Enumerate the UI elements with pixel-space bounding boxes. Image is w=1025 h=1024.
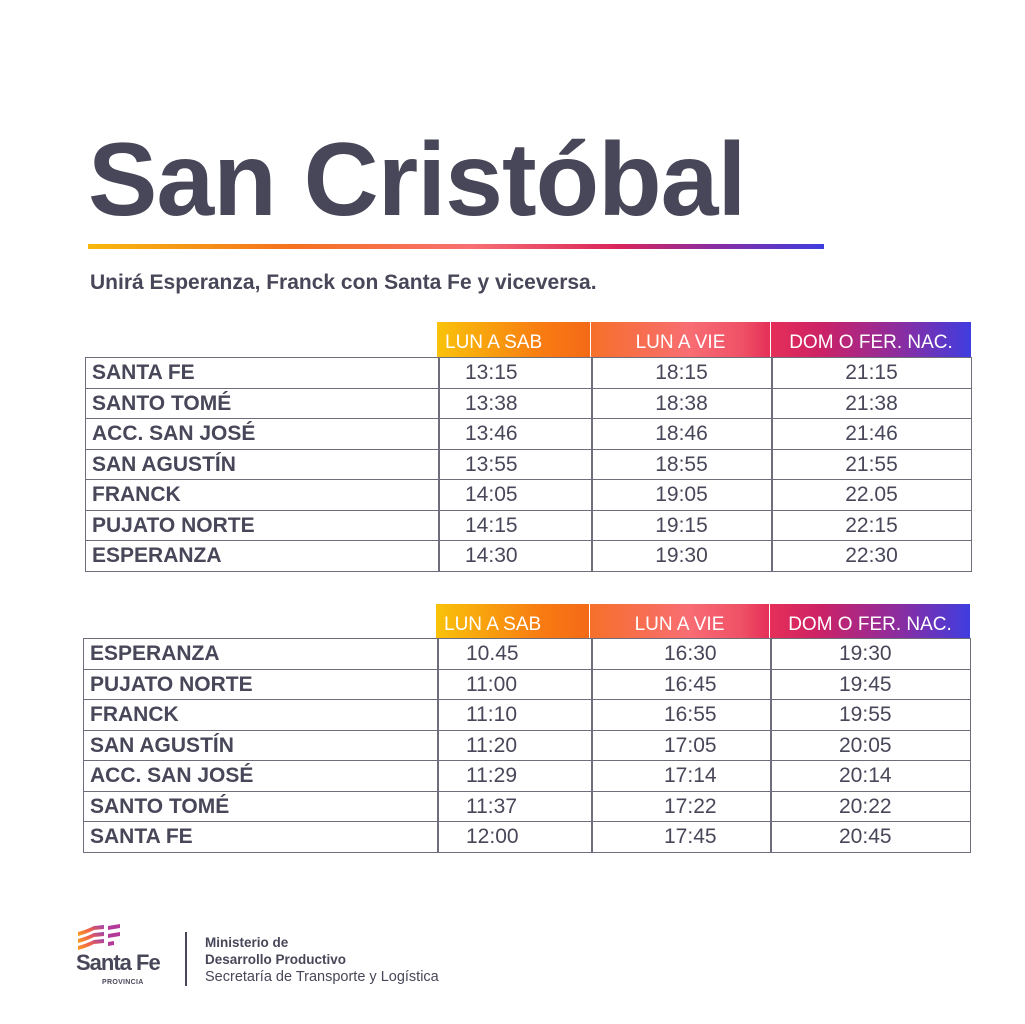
- table-row: SAN AGUSTÍN 13:55 18:55 21:55: [86, 448, 971, 479]
- departure-time: 19:45: [839, 672, 892, 696]
- header-lun-a-sab: LUN A SAB: [437, 322, 590, 357]
- departure-time: 17:22: [664, 794, 717, 818]
- departure-time: 19:55: [839, 703, 892, 726]
- stop-name: FRANCK: [92, 483, 181, 506]
- stop-name: SANTA FE: [92, 361, 195, 384]
- departure-time: 11:10: [466, 703, 517, 726]
- santa-fe-flag-icon: [78, 924, 120, 950]
- schedule-grid: ESPERANZA 10.45 16:30 19:30 PUJATO NORTE 11:0…: [83, 638, 971, 853]
- stop-name: ESPERANZA: [90, 642, 220, 665]
- departure-time: 17:45: [664, 825, 717, 848]
- table-row: FRANCK 11:10 16:55 19:55: [84, 699, 970, 729]
- header-lun-a-vie: LUN A VIE: [590, 604, 769, 639]
- departure-time: 18:38: [655, 391, 708, 415]
- departure-time: 13:38: [465, 391, 518, 415]
- departure-time: 11:20: [466, 733, 517, 757]
- stop-name: SAN AGUSTÍN: [92, 452, 236, 476]
- table-row: SANTO TOMÉ 11:37 17:22 20:22: [84, 790, 970, 821]
- column-divider: [771, 357, 773, 571]
- departure-time: 22:15: [845, 513, 898, 537]
- departure-time: 21:55: [845, 452, 898, 476]
- column-divider: [438, 357, 440, 571]
- stop-name: SANTO TOMÉ: [92, 391, 232, 415]
- header-lun-a-vie: LUN A VIE: [591, 322, 770, 357]
- departure-time: 19:30: [655, 544, 708, 567]
- departure-time: 20:05: [839, 733, 892, 757]
- departure-time: 20:14: [839, 764, 892, 787]
- stop-name: FRANCK: [90, 703, 179, 726]
- table-row: ESPERANZA 10.45 16:30 19:30: [84, 638, 970, 668]
- departure-time: 17:05: [664, 733, 717, 757]
- departure-time: 11:37: [466, 794, 517, 818]
- departure-time: 13:46: [465, 422, 518, 445]
- schedule-grid: SANTA FE 13:15 18:15 21:15 SANTO TOMÉ 13:38 18…: [85, 357, 972, 572]
- table-row: ACC. SAN JOSÉ 13:46 18:46 21:46: [86, 418, 971, 448]
- departure-time: 19:30: [839, 642, 892, 665]
- secretariat-name: Secretaría de Transporte y Logística: [205, 969, 439, 985]
- departure-time: 13:15: [465, 361, 518, 384]
- stop-name: SANTA FE: [90, 825, 193, 848]
- departure-time: 22.05: [845, 483, 898, 506]
- departure-time: 11:00: [466, 672, 517, 696]
- departure-time: 14:30: [465, 544, 518, 567]
- departure-time: 19:15: [655, 513, 708, 537]
- table-row: ACC. SAN JOSÉ 11:29 17:14 20:14: [84, 760, 970, 790]
- stop-name: SAN AGUSTÍN: [90, 733, 234, 757]
- table-row: SANTA FE 13:15 18:15 21:15: [86, 357, 971, 387]
- departure-time: 17:14: [664, 764, 717, 787]
- stop-name: ESPERANZA: [92, 544, 222, 567]
- column-divider: [437, 638, 439, 852]
- departure-time: 14:15: [465, 513, 518, 537]
- stop-name: PUJATO NORTE: [92, 513, 255, 537]
- table-row: PUJATO NORTE 14:15 19:15 22:15: [86, 509, 971, 540]
- column-divider: [591, 357, 593, 571]
- departure-time: 18:15: [655, 361, 708, 384]
- gradient-divider: [88, 244, 824, 249]
- departure-time: 11:29: [466, 764, 517, 787]
- departure-time: 19:05: [655, 483, 708, 506]
- departure-time: 16:55: [664, 703, 717, 726]
- departure-time: 12:00: [466, 825, 519, 848]
- table-row: SAN AGUSTÍN 11:20 17:05 20:05: [84, 729, 970, 760]
- table-row: SANTO TOMÉ 13:38 18:38 21:38: [86, 387, 971, 418]
- departure-time: 18:46: [655, 422, 708, 445]
- header-dom-fer-nac: DOM O FER. NAC.: [770, 604, 970, 639]
- departure-time: 20:22: [839, 794, 892, 818]
- stop-name: SANTO TOMÉ: [90, 794, 230, 818]
- table-row: PUJATO NORTE 11:00 16:45 19:45: [84, 668, 970, 699]
- departure-time: 16:30: [664, 642, 717, 665]
- departure-time: 16:45: [664, 672, 717, 696]
- departure-time: 22:30: [845, 544, 898, 567]
- departure-time: 21:38: [845, 391, 898, 415]
- departure-time: 20:45: [839, 825, 892, 848]
- column-divider: [591, 638, 593, 852]
- column-divider: [770, 638, 772, 852]
- header-lun-a-sab: LUN A SAB: [436, 604, 589, 639]
- departure-time: 14:05: [465, 483, 518, 506]
- stop-name: ACC. SAN JOSÉ: [90, 764, 254, 787]
- departure-time: 21:15: [845, 361, 898, 384]
- departure-time: 18:55: [655, 452, 708, 476]
- departure-time: 13:55: [465, 452, 518, 476]
- departure-time: 21:46: [845, 422, 898, 445]
- logo-text: Santa Fe: [76, 950, 161, 975]
- stop-name: ACC. SAN JOSÉ: [92, 422, 256, 445]
- ministry-line-1: Ministerio de: [205, 935, 289, 950]
- route-description: Unirá Esperanza, Franck con Santa Fe y v…: [90, 271, 597, 294]
- table-row: SANTA FE 12:00 17:45 20:45: [84, 821, 970, 851]
- header-dom-fer-nac: DOM O FER. NAC.: [771, 322, 971, 357]
- page-title: San Cristóbal: [88, 122, 746, 238]
- table-row: ESPERANZA 14:30 19:30 22:30: [86, 540, 971, 570]
- stop-name: PUJATO NORTE: [90, 672, 253, 696]
- departure-time: 10.45: [466, 642, 519, 665]
- ministry-line-2: Desarrollo Productivo: [205, 952, 347, 967]
- table-row: FRANCK 14:05 19:05 22.05: [86, 479, 971, 509]
- logo-subtext: PROVINCIA: [102, 979, 144, 986]
- footer-divider: [185, 932, 187, 986]
